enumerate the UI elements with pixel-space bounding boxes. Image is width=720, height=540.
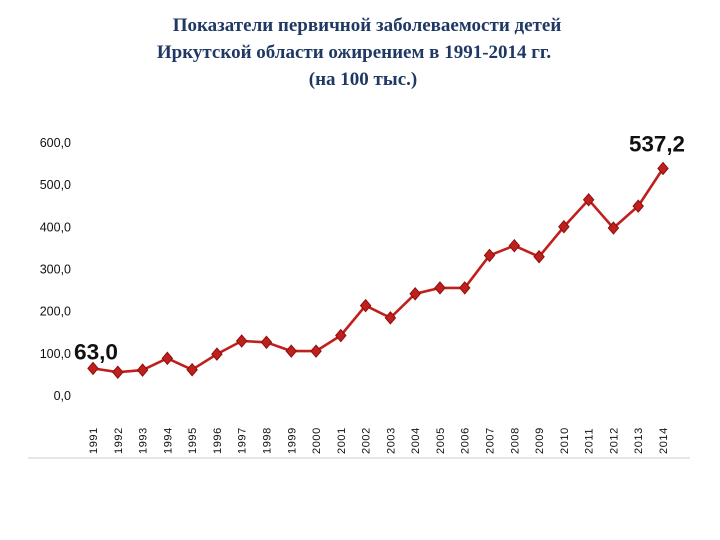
x-tick-label: 1993 bbox=[138, 427, 150, 454]
data-point bbox=[458, 281, 471, 295]
x-tick-label: 2003 bbox=[385, 427, 397, 454]
data-point bbox=[434, 281, 446, 295]
data-point bbox=[558, 219, 570, 234]
x-tick-label: 1998 bbox=[261, 427, 273, 454]
chart-title: Показатели первичной заболеваемости дете… bbox=[60, 12, 660, 93]
data-point bbox=[310, 344, 322, 358]
x-tick-label: 2006 bbox=[460, 427, 472, 454]
data-point bbox=[657, 161, 669, 176]
annotation-first-value: 63,0 bbox=[74, 339, 118, 364]
x-tick-label: 1999 bbox=[286, 427, 298, 454]
x-tick-label: 1992 bbox=[113, 427, 125, 454]
x-tick-label: 1991 bbox=[88, 427, 100, 454]
title-line-1: Показатели первичной заболеваемости дете… bbox=[172, 15, 562, 36]
data-point bbox=[384, 311, 397, 325]
x-tick-label: 2014 bbox=[658, 427, 670, 454]
data-point bbox=[409, 287, 421, 301]
x-tick-label: 2005 bbox=[435, 427, 447, 454]
data-point bbox=[533, 249, 545, 264]
y-tick-label: 400,0 bbox=[40, 220, 71, 234]
data-point bbox=[335, 328, 347, 343]
x-tick-label: 2000 bbox=[311, 427, 323, 454]
data-point bbox=[632, 199, 644, 213]
y-tick-label: 100,0 bbox=[40, 347, 71, 361]
x-tick-label: 1995 bbox=[187, 427, 199, 454]
x-axis: 1991 1992 1993 1994 1995 1996 1997 1998 1999 2000… bbox=[88, 427, 670, 454]
data-point bbox=[161, 351, 174, 366]
annotations: 63,0 537,2 bbox=[74, 131, 685, 364]
y-tick-label: 200,0 bbox=[40, 305, 71, 319]
data-point bbox=[508, 238, 521, 253]
x-tick-label: 2004 bbox=[410, 427, 422, 454]
data-point bbox=[285, 344, 298, 358]
x-tick-label: 1996 bbox=[212, 427, 224, 454]
data-point bbox=[136, 363, 149, 377]
x-tick-label: 1994 bbox=[162, 427, 174, 454]
x-tick-label: 2009 bbox=[534, 427, 546, 454]
series-line bbox=[92, 167, 665, 374]
data-point bbox=[483, 248, 496, 263]
data-markers bbox=[87, 161, 669, 380]
data-point bbox=[87, 361, 99, 376]
y-tick-label: 500,0 bbox=[40, 178, 71, 192]
data-point bbox=[186, 362, 198, 377]
x-tick-label: 2010 bbox=[559, 427, 571, 454]
x-tick-label: 2002 bbox=[361, 427, 373, 454]
data-point bbox=[607, 221, 620, 235]
data-point bbox=[112, 365, 124, 380]
data-point bbox=[260, 335, 273, 350]
annotation-last-value: 537,2 bbox=[629, 131, 685, 156]
y-tick-label: 300,0 bbox=[40, 263, 71, 277]
x-tick-label: 2007 bbox=[485, 427, 497, 454]
data-point bbox=[582, 192, 595, 207]
x-tick-label: 1997 bbox=[237, 427, 249, 454]
title-line-2: Иркутской области ожирением в 1991-2014 … bbox=[156, 42, 552, 63]
x-tick-label: 2012 bbox=[608, 427, 620, 454]
x-tick-label: 2008 bbox=[509, 427, 521, 454]
data-point bbox=[211, 347, 223, 361]
x-tick-label: 2013 bbox=[633, 427, 645, 454]
data-point bbox=[235, 334, 248, 348]
y-tick-label: 600,0 bbox=[40, 136, 71, 150]
x-tick-label: 2001 bbox=[336, 427, 348, 454]
y-tick-label: 0,0 bbox=[54, 389, 71, 403]
x-tick-label: 2011 bbox=[584, 428, 596, 454]
y-axis: 0,0 100,0 200,0 300,0 400,0 500,0 600,0 bbox=[40, 136, 71, 403]
series-polyline bbox=[92, 167, 665, 374]
data-point bbox=[359, 298, 372, 313]
title-line-3: (на 100 тыс.) bbox=[308, 69, 418, 90]
